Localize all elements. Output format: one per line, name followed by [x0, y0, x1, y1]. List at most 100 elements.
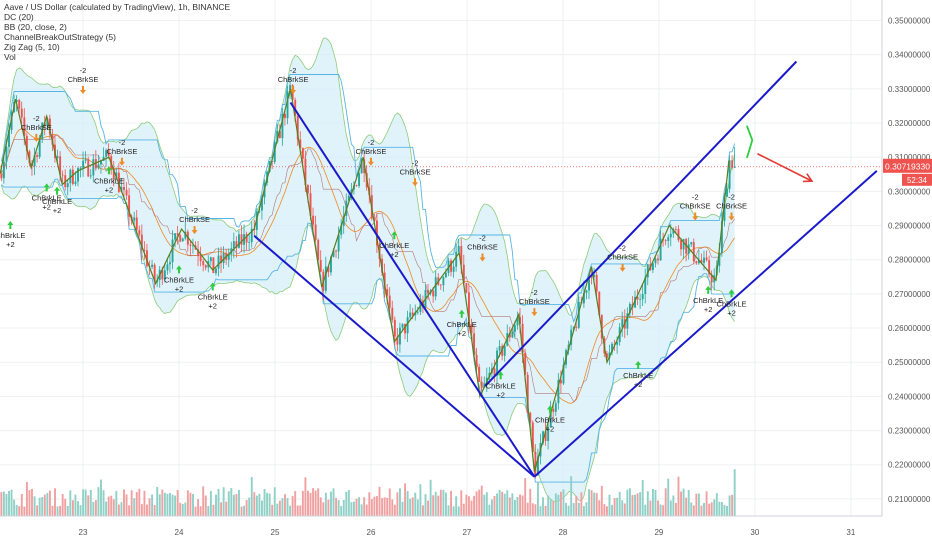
candle-body — [82, 160, 85, 168]
volume-bar — [524, 478, 527, 516]
volume-bar — [38, 497, 41, 516]
candle-body — [337, 234, 340, 252]
volume-bar — [511, 493, 514, 516]
volume-bar — [278, 500, 281, 516]
candle-body — [294, 99, 297, 116]
candle-body — [112, 168, 115, 180]
volume-bar — [304, 477, 307, 516]
volume-bar — [238, 489, 240, 516]
candle-body — [284, 113, 286, 119]
volume-bar — [687, 489, 690, 516]
volume-bar — [526, 502, 529, 516]
candle-body — [641, 294, 644, 300]
candle-body — [192, 245, 194, 247]
candle-body — [473, 333, 476, 355]
volume-bar — [447, 505, 450, 516]
volume-bar — [585, 502, 588, 516]
signal-label: ChBrkLE — [486, 381, 516, 390]
volume-bar — [427, 500, 430, 516]
volume-bar — [112, 499, 115, 516]
candle-body — [301, 148, 304, 159]
candle-body — [146, 250, 148, 267]
candle-body — [442, 277, 445, 286]
volume-bar — [539, 506, 542, 516]
candle-body — [388, 295, 391, 308]
candle-body — [245, 234, 248, 243]
volume-bar — [186, 490, 189, 516]
signal-qty: +2 — [53, 206, 62, 215]
signal-qty: +2 — [546, 424, 555, 433]
volume-bar — [199, 506, 202, 516]
candle-body — [416, 311, 419, 313]
candle-body — [38, 139, 41, 157]
volume-bar — [488, 504, 491, 516]
volume-bar — [680, 491, 682, 516]
x-tick-label: 27 — [462, 528, 471, 537]
signal-label: ChBrkLE — [717, 299, 747, 308]
volume-bar — [350, 502, 353, 516]
y-tick-label: 0.30000000 — [888, 187, 931, 196]
volume-bar — [89, 489, 92, 516]
volume-bar — [728, 495, 731, 516]
candle-body — [289, 85, 292, 92]
candle-body — [588, 276, 590, 291]
candle-body — [125, 189, 128, 196]
volume-bar — [230, 487, 233, 516]
volume-bar — [404, 483, 407, 516]
signal-qty: -2 — [290, 66, 297, 75]
short-entry-arrow-icon — [80, 86, 87, 95]
candle-body — [557, 380, 560, 404]
volume-bar — [651, 488, 654, 516]
candle-body — [319, 260, 322, 272]
volume-bar — [296, 505, 299, 516]
signal-qty: +2 — [704, 305, 713, 314]
volume-bar — [258, 493, 261, 516]
volume-bar — [695, 493, 698, 516]
candle-body — [450, 260, 453, 272]
candle-body — [401, 323, 404, 328]
signal-label: ChBrkSE — [107, 147, 138, 156]
volume-bar — [381, 498, 384, 516]
volume-bar — [496, 493, 499, 516]
candle-body — [605, 353, 608, 359]
volume-bar — [273, 487, 276, 516]
candle-body — [66, 183, 69, 188]
volume-bar — [565, 502, 567, 516]
volume-bar — [682, 488, 685, 516]
volume-bar — [536, 481, 539, 516]
candle-body — [462, 264, 465, 284]
volume-bar — [107, 496, 110, 516]
candle-body — [639, 299, 642, 300]
y-tick-label: 0.28000000 — [888, 256, 931, 265]
volume-bar — [513, 499, 516, 516]
volume-bar — [452, 506, 455, 516]
volume-bar — [84, 489, 87, 516]
signal-qty: -2 — [412, 158, 419, 167]
volume-bar — [319, 497, 322, 516]
volume-bar — [284, 494, 286, 516]
signal-label: ChBrkSE — [179, 215, 210, 224]
volume-bar — [363, 497, 366, 516]
volume-bar — [406, 491, 409, 516]
candle-body — [685, 239, 688, 254]
candle-body — [731, 160, 734, 168]
volume-bar — [582, 506, 585, 516]
candle-body — [324, 266, 327, 291]
candle-body — [212, 257, 215, 274]
volume-bar — [723, 504, 726, 516]
volume-bar — [69, 490, 72, 516]
candle-body — [18, 99, 21, 109]
volume-bar — [422, 505, 424, 516]
candle-body — [705, 257, 708, 261]
candle-body — [690, 242, 693, 245]
volume-bar — [603, 504, 606, 516]
volume-bar — [66, 505, 69, 516]
volume-bar — [409, 498, 412, 516]
volume-bar — [498, 489, 501, 516]
signal-label: ChBrkSE — [278, 75, 309, 84]
red-arrow-head — [802, 173, 814, 183]
candle-body — [342, 215, 345, 226]
candle-body — [335, 250, 338, 252]
